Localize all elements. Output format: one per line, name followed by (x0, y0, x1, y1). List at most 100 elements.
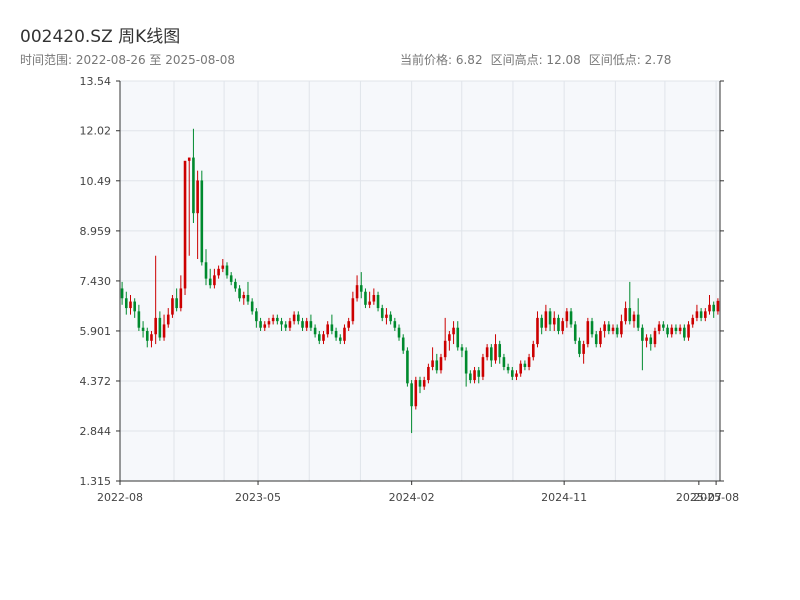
candle-body (540, 317, 543, 328)
candle (498, 340, 502, 364)
candle (183, 160, 187, 295)
candle (192, 128, 195, 224)
candle (351, 291, 355, 325)
candle-body (464, 350, 468, 374)
candle (250, 298, 254, 315)
x-tick-label: 2024-11 (541, 491, 587, 504)
candle-body (704, 311, 707, 318)
candle (561, 317, 564, 335)
candle-body (276, 317, 279, 322)
candle (133, 298, 136, 318)
y-tick-label: 8.959 (80, 225, 112, 238)
candle (641, 324, 644, 371)
candle-body (527, 357, 531, 367)
candle (145, 327, 149, 348)
candle-body (536, 317, 539, 345)
candle-body (255, 311, 258, 322)
y-tick-label: 10.49 (80, 175, 112, 188)
candle (552, 311, 556, 331)
candle-body (234, 281, 237, 289)
y-tick-label: 7.430 (80, 275, 112, 288)
candle (699, 308, 703, 322)
candle (624, 301, 627, 325)
candle-body (368, 301, 371, 305)
candle-body (594, 334, 598, 345)
candle-body (401, 337, 405, 351)
candle (678, 324, 682, 335)
candle (221, 258, 225, 273)
candle-body (343, 327, 346, 341)
candle-body (666, 327, 669, 335)
candle (179, 275, 183, 312)
candle-body (376, 294, 380, 309)
candle (649, 334, 653, 351)
candle-body (477, 370, 481, 377)
candle (305, 317, 309, 331)
candle (162, 314, 166, 341)
candle-body (569, 311, 573, 325)
candle (292, 311, 296, 325)
candle-body (582, 344, 585, 354)
candle-body (288, 321, 292, 328)
candle-body (221, 265, 225, 269)
candle (473, 366, 476, 384)
candle (364, 288, 367, 309)
candle (481, 353, 485, 381)
candle (204, 249, 208, 286)
candle (716, 298, 720, 315)
candle-body (406, 350, 409, 384)
candle (611, 324, 615, 335)
candle (657, 321, 661, 335)
candle-body (389, 314, 392, 322)
candle (385, 308, 388, 325)
y-tick-label: 12.02 (80, 125, 112, 138)
candle (695, 304, 699, 322)
candle (267, 317, 271, 328)
candle (242, 291, 246, 305)
candle (439, 353, 443, 374)
candle-body (124, 298, 128, 309)
candle (187, 157, 191, 256)
candle (401, 334, 405, 354)
y-tick-label: 4.372 (80, 375, 112, 388)
candle (636, 298, 640, 331)
candle-body (506, 366, 510, 371)
candle (599, 327, 602, 348)
candle (301, 317, 304, 331)
candle-body (141, 327, 145, 331)
candle (309, 314, 313, 331)
candle-body (166, 314, 170, 325)
candle-body (422, 380, 426, 387)
candle-body (607, 324, 611, 331)
candle (154, 255, 157, 345)
candle (330, 314, 334, 335)
candle (594, 330, 598, 348)
candle (704, 308, 707, 322)
candle (523, 360, 527, 371)
candle-body (657, 324, 661, 331)
candle (284, 321, 288, 331)
candle (238, 285, 241, 302)
candle (674, 324, 678, 335)
candle (263, 321, 267, 331)
candle (271, 314, 275, 325)
candle (326, 321, 329, 338)
candle-body (129, 301, 132, 309)
candle (322, 330, 325, 345)
candle-body (175, 298, 178, 309)
high-price-label: 区间高点: 12.08 (490, 53, 581, 67)
candle (410, 380, 413, 434)
candle (515, 370, 518, 381)
candle-body (473, 370, 476, 381)
candle (406, 347, 409, 387)
candle (372, 288, 376, 305)
candle (355, 275, 359, 302)
low-price-label: 区间低点: 2.78 (588, 53, 672, 67)
candle (313, 324, 317, 338)
candle-body (137, 311, 141, 328)
candle-body (678, 327, 682, 331)
candle (217, 265, 220, 279)
candle (150, 330, 153, 348)
candle-body (192, 157, 195, 214)
candle-body (573, 324, 577, 341)
